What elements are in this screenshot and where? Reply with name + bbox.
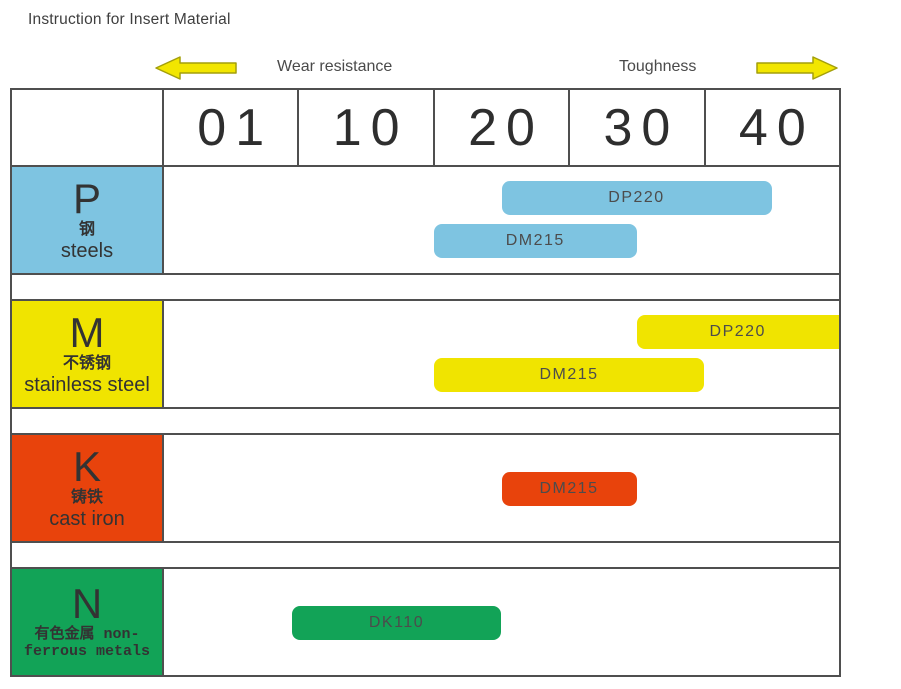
material-row-P: P 钢 steels DP220 DM215: [12, 167, 839, 273]
material-label-M: M 不锈钢 stainless steel: [12, 301, 164, 407]
material-name-line: ferrous metals: [23, 643, 151, 661]
grade-plot-area-K: DM215: [164, 435, 839, 541]
material-label-K: K 铸铁 cast iron: [12, 435, 164, 541]
axis-tick-30: 30: [570, 90, 706, 165]
material-name-en: cast iron: [49, 508, 125, 531]
separator-row: [12, 273, 839, 301]
material-name-cn: 铸铁: [70, 489, 103, 507]
material-row-K: K 铸铁 cast iron DM215: [12, 435, 839, 541]
material-name-cn: 钢: [78, 221, 95, 239]
header-corner-cell: [12, 90, 164, 165]
toughness-right-arrow-icon: [756, 56, 838, 80]
material-name-cn: 不锈钢: [62, 355, 111, 373]
axis-tick-01: 01: [164, 90, 300, 165]
material-name-en: stainless steel: [24, 374, 150, 397]
iso-class-letter: N: [71, 580, 103, 628]
material-label-N: N 有色金属 non-ferrous metals: [12, 569, 164, 675]
iso-class-letter: K: [72, 442, 101, 490]
iso-class-letter: P: [72, 174, 101, 222]
grade-bar-dk110: DK110: [291, 606, 502, 640]
grade-plot-area-M: DP220 DM215: [164, 301, 839, 407]
iso-class-letter: M: [69, 308, 105, 356]
grade-bar-dm215: DM215: [434, 358, 704, 392]
material-row-M: M 不锈钢 stainless steel DP220 DM215: [12, 301, 839, 407]
separator-row: [12, 407, 839, 435]
grade-plot-area-P: DP220 DM215: [164, 167, 839, 273]
grade-bar-dm215: DM215: [501, 472, 637, 506]
toughness-label: Toughness: [619, 58, 697, 75]
axis-tick-40: 40: [738, 98, 815, 157]
page-title: Instruction for Insert Material: [28, 11, 231, 28]
header-row: 01 10 20 30 40: [12, 90, 839, 167]
grade-bar-dm215: DM215: [434, 224, 637, 258]
material-row-N: N 有色金属 non-ferrous metals DK110: [12, 569, 839, 675]
material-name-line: 有色金属 non-: [34, 626, 140, 644]
grade-plot-area-N: DK110: [164, 569, 839, 675]
grade-bar-dp220: DP220: [501, 181, 772, 215]
axis-tick-20: 20: [435, 90, 571, 165]
axis-tick-10: 10: [299, 90, 435, 165]
grade-bar-dp220: DP220: [636, 315, 839, 349]
material-name-en: steels: [60, 240, 114, 263]
materials-table: 01 10 20 30 40 P 钢 steels DP220 DM215 M 不锈钢 stainles…: [10, 88, 841, 677]
wear-resistance-left-arrow-icon: [155, 56, 237, 80]
separator-row: [12, 541, 839, 569]
material-label-P: P 钢 steels: [12, 167, 164, 273]
wear-resistance-label: Wear resistance: [277, 58, 393, 75]
